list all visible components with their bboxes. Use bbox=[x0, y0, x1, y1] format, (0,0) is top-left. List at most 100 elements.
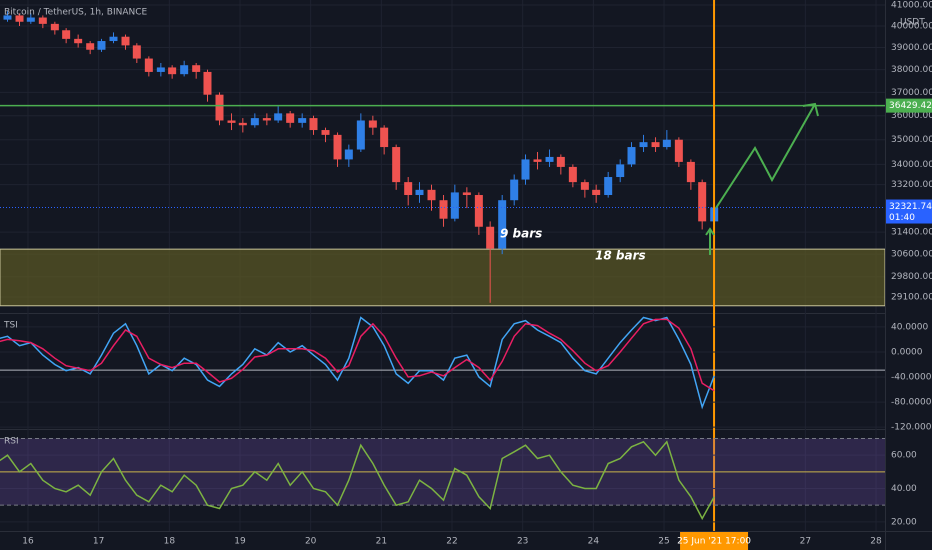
currency-label: USDT bbox=[900, 18, 925, 28]
candle-body bbox=[74, 38, 83, 44]
y-tick-label: 34000.00 bbox=[891, 160, 932, 170]
y-tick-label: 0.0000 bbox=[891, 347, 923, 357]
pane-title: RSI bbox=[4, 437, 19, 447]
candle-body bbox=[26, 17, 35, 22]
y-tick-label: 40000.00 bbox=[891, 21, 932, 31]
x-tick-label: 20 bbox=[305, 537, 317, 547]
candle-body bbox=[180, 65, 189, 75]
x-tick-label: 25 bbox=[658, 537, 669, 547]
pane bbox=[0, 438, 885, 523]
y-tick-label: -80.0000 bbox=[891, 398, 932, 408]
candle-body bbox=[286, 113, 295, 123]
candle-body bbox=[333, 134, 342, 160]
candle-body bbox=[250, 118, 259, 126]
x-tick-label: 27 bbox=[800, 537, 811, 547]
candle-body bbox=[580, 182, 589, 190]
candle-body bbox=[156, 67, 165, 72]
candle-body bbox=[203, 71, 212, 95]
candle-body bbox=[450, 192, 459, 219]
x-tick-label: 18 bbox=[164, 537, 176, 547]
zone bbox=[0, 248, 885, 307]
cursor-label: 25 Jun '21 17:00 bbox=[677, 537, 751, 547]
candle-body bbox=[274, 113, 283, 121]
y-tick-label: 29800.00 bbox=[891, 272, 932, 282]
candle-body bbox=[651, 142, 660, 148]
small-arrow-head bbox=[705, 227, 715, 236]
y-tick-label: 35000.00 bbox=[891, 135, 932, 145]
candle-body bbox=[15, 15, 24, 22]
candle-body bbox=[486, 226, 495, 249]
last-price-tag bbox=[886, 199, 932, 224]
candle-body bbox=[238, 122, 247, 126]
y-tick-label: 30600.00 bbox=[891, 250, 932, 260]
candle-body bbox=[97, 41, 106, 50]
candle-body bbox=[380, 127, 389, 148]
y-tick-label: 31400.00 bbox=[891, 228, 932, 238]
y-tick-label: 60.00 bbox=[891, 451, 917, 461]
candle-body bbox=[121, 36, 130, 46]
y-tick-label: 40.00 bbox=[891, 484, 917, 494]
indicator-line bbox=[0, 440, 715, 521]
candle-body bbox=[568, 166, 577, 183]
candle-body bbox=[392, 147, 401, 183]
candle-body bbox=[192, 65, 201, 72]
candle-body bbox=[356, 120, 365, 150]
candle-body bbox=[62, 30, 71, 39]
candle-body bbox=[227, 120, 236, 123]
candle-body bbox=[604, 177, 613, 196]
candle-body bbox=[344, 149, 353, 160]
candle-body bbox=[662, 139, 671, 148]
candle-body bbox=[132, 45, 141, 59]
candle-body bbox=[533, 159, 542, 162]
level-tag-label: 36429.42 bbox=[889, 101, 932, 111]
y-tick-label: -120.0000 bbox=[891, 423, 932, 433]
candle-body bbox=[521, 159, 530, 180]
cursor-tag bbox=[680, 532, 749, 550]
arrow-head bbox=[802, 102, 819, 117]
y-tick-label: 29100.00 bbox=[891, 292, 932, 302]
y-tick-label: 37000.00 bbox=[891, 88, 932, 98]
candle-body bbox=[474, 195, 483, 227]
candle-body bbox=[262, 118, 271, 121]
candle-body bbox=[427, 189, 436, 201]
pane bbox=[0, 4, 885, 307]
candle-body bbox=[168, 67, 177, 75]
candle-body bbox=[592, 189, 601, 196]
candle-body bbox=[368, 120, 377, 128]
x-tick-label: 19 bbox=[234, 537, 246, 547]
candle-body bbox=[674, 139, 683, 162]
x-tick-label: 22 bbox=[446, 537, 457, 547]
candle-body bbox=[545, 156, 554, 162]
candle-body bbox=[686, 161, 695, 183]
candle-body bbox=[415, 189, 424, 196]
annotation: 9 bars bbox=[500, 227, 542, 241]
candle-body bbox=[3, 15, 12, 20]
indicator-line bbox=[0, 316, 715, 410]
candle-body bbox=[462, 192, 471, 196]
candle-body bbox=[498, 200, 507, 249]
level-tag bbox=[886, 98, 932, 113]
candle-body bbox=[309, 118, 318, 131]
candle-body bbox=[50, 23, 59, 31]
x-tick-label: 28 bbox=[870, 537, 882, 547]
countdown-label: 01:40 bbox=[889, 213, 915, 223]
candle-body bbox=[698, 182, 707, 222]
y-tick-label: -40.0000 bbox=[891, 373, 932, 383]
last-price-label: 32321.74 bbox=[889, 202, 932, 212]
y-tick-label: 36000.00 bbox=[891, 111, 932, 121]
candle-body bbox=[404, 182, 413, 196]
candle-body bbox=[556, 156, 565, 167]
candle-body bbox=[510, 179, 519, 201]
candle-body bbox=[86, 43, 95, 50]
candle-body bbox=[439, 200, 448, 219]
candle-body bbox=[144, 58, 153, 72]
x-tick-label: 21 bbox=[376, 537, 387, 547]
y-tick-label: 41000.00 bbox=[891, 0, 932, 10]
y-tick-label: 40.0000 bbox=[891, 322, 928, 332]
x-tick-label: 16 bbox=[22, 537, 34, 547]
y-tick-label: 38000.00 bbox=[891, 65, 932, 75]
x-tick-label: 24 bbox=[588, 537, 600, 547]
pane bbox=[0, 316, 885, 428]
